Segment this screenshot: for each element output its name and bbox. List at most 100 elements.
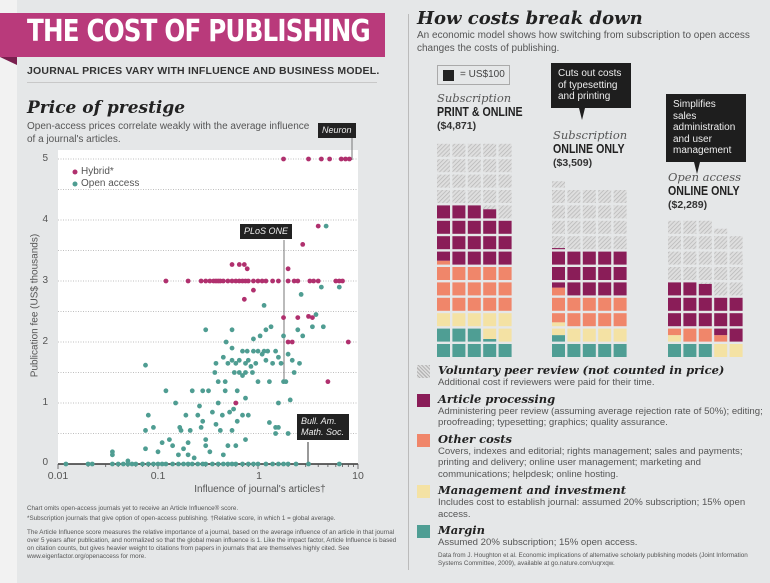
open-access-point bbox=[263, 357, 269, 363]
open-access-point bbox=[323, 223, 329, 229]
waffle-cell-peer-review bbox=[452, 190, 466, 203]
open-access-point bbox=[245, 357, 251, 363]
hybrid-point bbox=[251, 287, 256, 293]
hybrid-point bbox=[233, 400, 239, 406]
waffle-cell-other-costs bbox=[498, 267, 512, 280]
waffle-cell-management bbox=[729, 344, 743, 357]
hybrid-point bbox=[338, 156, 344, 162]
column-kind: Subscription bbox=[437, 91, 512, 105]
open-access-point bbox=[183, 412, 189, 418]
hybrid-point bbox=[185, 278, 191, 284]
waffle-cell-article-processing bbox=[598, 251, 612, 265]
hybrid-point bbox=[327, 156, 333, 162]
open-access-point bbox=[210, 409, 215, 415]
open-access-point bbox=[163, 461, 169, 467]
hybrid-point bbox=[263, 278, 269, 284]
waffle-cell-management bbox=[552, 328, 565, 336]
hybrid-point bbox=[281, 156, 286, 162]
waffle-cell-peer-review bbox=[467, 190, 481, 203]
open-access-point bbox=[234, 388, 240, 394]
open-access-point bbox=[110, 461, 115, 467]
waffle-cell-article-processing bbox=[437, 251, 450, 261]
hybrid-point bbox=[345, 339, 351, 345]
y-axis-label: Publication fee (US$ thousands) bbox=[29, 233, 41, 378]
open-access-point bbox=[245, 461, 251, 467]
hybrid-point bbox=[311, 278, 317, 284]
legend-title: Article processing bbox=[438, 391, 556, 406]
waffle-cell-peer-review bbox=[483, 159, 497, 173]
legend-open-access: Open access bbox=[81, 178, 140, 189]
waffle-cell-management bbox=[552, 322, 565, 327]
open-access-point bbox=[251, 348, 256, 354]
open-access-point bbox=[159, 461, 165, 467]
open-access-point bbox=[300, 333, 306, 339]
waffle-cell-other-costs bbox=[582, 297, 596, 311]
waffle-cell-peer-review bbox=[598, 205, 612, 219]
open-access-point bbox=[233, 360, 239, 366]
waffle-cell-peer-review bbox=[483, 205, 497, 210]
waffle-cell-margin bbox=[483, 344, 497, 357]
x-tick-0-01: 0.01 bbox=[47, 470, 69, 482]
open-access-point bbox=[229, 327, 235, 333]
waffle-cell-article-processing bbox=[437, 236, 450, 250]
waffle-cell-article-processing bbox=[668, 313, 681, 327]
legend-text: Administering peer review (assuming aver… bbox=[438, 405, 763, 429]
column-kind: Subscription bbox=[553, 128, 628, 142]
hybrid-point bbox=[306, 156, 311, 162]
open-access-point bbox=[129, 461, 135, 467]
hybrid-point bbox=[276, 278, 281, 284]
open-access-point bbox=[293, 461, 299, 467]
y-tick-2: 2 bbox=[42, 336, 48, 347]
open-access-point bbox=[133, 461, 139, 467]
waffle-cell-other-costs bbox=[598, 313, 612, 327]
open-access-point bbox=[276, 400, 281, 406]
waffle-cell-other-costs bbox=[567, 313, 581, 327]
legend-margin: Margin Assumed 20% subscription; 15% ope… bbox=[417, 523, 767, 549]
open-access-point bbox=[251, 461, 256, 467]
open-access-point bbox=[261, 348, 267, 354]
open-access-point bbox=[251, 336, 256, 342]
note-article-influence: The Article Influence score measures the… bbox=[27, 529, 397, 560]
waffle-cell-management bbox=[598, 328, 612, 342]
waffle-cell-article-processing bbox=[668, 297, 681, 311]
waffle-cell-peer-review bbox=[582, 190, 596, 203]
legend-swatch-article-processing bbox=[417, 393, 430, 407]
waffle-cell-article-processing bbox=[452, 220, 466, 234]
open-access-point bbox=[170, 443, 176, 449]
open-access-point bbox=[276, 425, 281, 430]
open-access-point bbox=[225, 360, 231, 366]
waffle-cell-article-processing bbox=[483, 236, 497, 250]
open-access-point bbox=[263, 327, 269, 333]
waffle-cell-margin bbox=[598, 344, 612, 357]
open-access-point bbox=[245, 412, 251, 418]
waffle-cell-peer-review bbox=[698, 220, 712, 234]
legend-title: Other costs bbox=[438, 431, 513, 446]
waffle-cell-peer-review bbox=[452, 159, 466, 173]
x-axis-label: Influence of journal's articles† bbox=[194, 484, 326, 495]
banner-fold bbox=[0, 57, 17, 65]
waffle-cell-other-costs bbox=[437, 267, 450, 280]
open-access-point bbox=[289, 357, 295, 363]
legend-peer-review: Voluntary peer review (not counted in pr… bbox=[417, 363, 767, 389]
hybrid-point bbox=[318, 156, 324, 162]
open-access-point bbox=[220, 461, 226, 467]
open-access-point bbox=[215, 461, 221, 467]
open-access-point bbox=[159, 440, 165, 446]
waffle-cell-article-processing bbox=[552, 248, 565, 250]
open-access-point bbox=[281, 461, 286, 467]
waffle-cell-peer-review bbox=[567, 236, 581, 250]
annotation-bull-am-math-soc: Bull. Am. Math. Soc. bbox=[297, 414, 349, 440]
waffle-cell-management bbox=[467, 313, 481, 327]
hybrid-point bbox=[325, 379, 331, 385]
waffle-cell-peer-review bbox=[552, 220, 565, 234]
open-access-point bbox=[115, 461, 121, 467]
hybrid-point bbox=[306, 313, 311, 319]
column-label-open-access-online: Open access ONLINE ONLY ($2,289) bbox=[668, 170, 752, 212]
column-kind: Open access bbox=[668, 170, 742, 184]
open-access-point bbox=[222, 388, 228, 394]
hybrid-point bbox=[315, 278, 321, 284]
hybrid-point bbox=[281, 315, 286, 320]
waffle-cell-other-costs bbox=[498, 297, 512, 311]
callout-typesetting: Cuts out costs of typesetting and printi… bbox=[551, 63, 631, 119]
column-name: ONLINE ONLY bbox=[553, 142, 625, 156]
